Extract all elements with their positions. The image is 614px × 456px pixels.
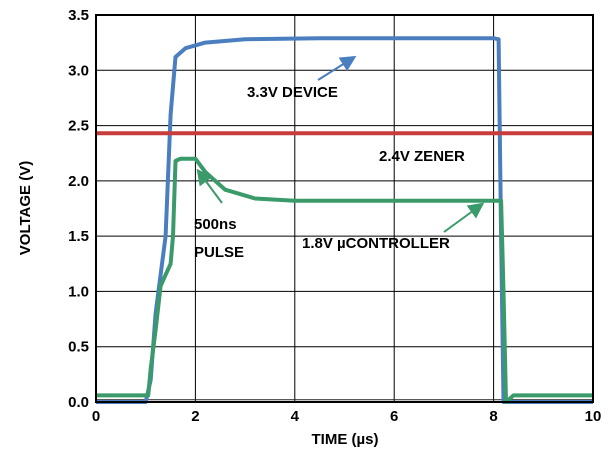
y-tick-label: 0.0: [68, 394, 89, 411]
arrow-1v8-controller: [443, 202, 485, 233]
y-tick-label: 3.5: [68, 7, 89, 24]
x-tick-label: 10: [585, 408, 602, 425]
arrow-3v3-device: [317, 55, 357, 81]
y-tick-label: 1.5: [68, 228, 89, 245]
annotation-3v3-device: 3.3V DEVICE: [247, 84, 338, 101]
arrow-500ns-pulse: [196, 168, 223, 204]
annotation-2v4-zener: 2.4V ZENER: [379, 148, 465, 165]
y-tick-label: 2.0: [68, 173, 89, 190]
annotation-500ns: 500ns: [194, 216, 237, 233]
grid: [96, 15, 593, 402]
series-lines: [96, 36, 593, 404]
x-tick-label: 0: [92, 408, 100, 425]
annotation-pulse: PULSE: [194, 244, 244, 261]
y-tick-label: 3.0: [68, 62, 89, 79]
x-tick-label: 8: [489, 408, 497, 425]
series-1v8-controller: [96, 156, 593, 404]
tick-labels: 0 2 4 6 8 10 0.0 0.5 1.0 1.5 2.0 2.5 3.0 3.5: [68, 7, 601, 425]
x-axis-label: TIME (µs): [312, 431, 379, 448]
y-tick-label: 1.0: [68, 283, 89, 300]
x-tick-label: 4: [291, 408, 300, 425]
plot-frame: [95, 14, 594, 403]
y-axis-label: VOLTAGE (V): [17, 161, 34, 255]
annotations: 3.3V DEVICE 2.4V ZENER 500ns PULSE 1.8V …: [194, 55, 485, 261]
series-3v3-device: [96, 36, 593, 404]
x-tick-label: 6: [390, 408, 398, 425]
y-tick-label: 2.5: [68, 118, 89, 135]
x-tick-label: 2: [191, 408, 199, 425]
annotation-1v8-controller: 1.8V µCONTROLLER: [302, 235, 450, 252]
y-tick-label: 0.5: [68, 339, 89, 356]
